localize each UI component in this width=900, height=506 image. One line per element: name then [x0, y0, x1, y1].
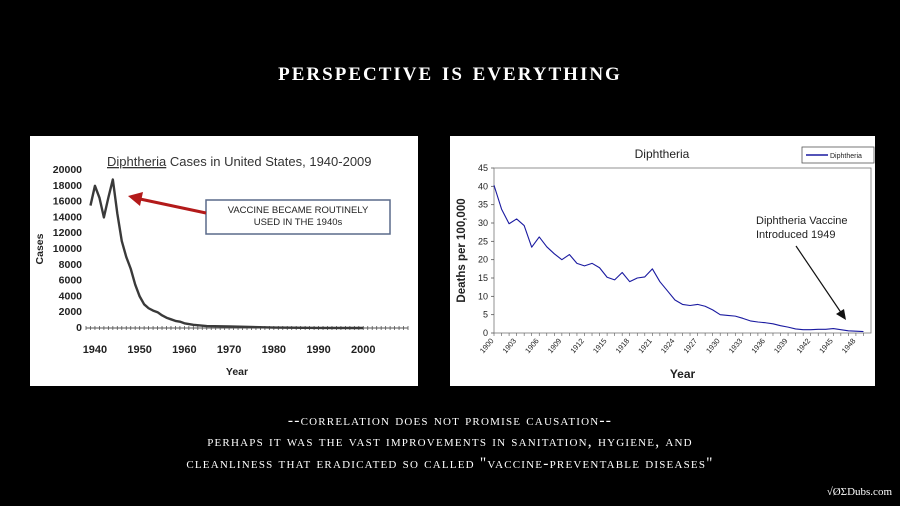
x-tick-label: 1960 — [172, 344, 196, 356]
x-tick-label: 1939 — [772, 337, 790, 356]
y-tick-label: 45 — [478, 163, 488, 173]
legend: Diphtheria — [801, 146, 875, 164]
caption-line-3: cleanliness that eradicated so called "v… — [186, 455, 714, 472]
y-tick-label: 18000 — [53, 180, 82, 192]
caption-line-1: --Correlation does not promise causation… — [287, 412, 613, 429]
x-tick-label: 1921 — [636, 337, 654, 356]
deaths-line — [493, 185, 864, 333]
annotation-line-1: VACCINE BECAME ROUTINELY — [228, 205, 369, 216]
slide-title: Perspective is Everything — [278, 56, 622, 86]
x-tick-label: 1936 — [749, 337, 767, 356]
annotation-line-2: Introduced 1949 — [756, 229, 836, 241]
x-axis-label: Year — [226, 366, 248, 378]
y-tick-label: 2000 — [59, 306, 83, 318]
annotation-line-1: Diphtheria Vaccine — [756, 215, 848, 227]
diphtheria-cases-chart: Diphtheria Cases in United States, 1940-… — [34, 154, 409, 378]
x-tick-label: 1909 — [546, 337, 564, 356]
x-axis-label: Year — [670, 367, 696, 381]
y-axis-label: Deaths per 100,000 — [456, 198, 468, 302]
y-tick-label: 10000 — [53, 243, 82, 255]
vaccine-annotation: Diphtheria Vaccine Introduced 1949 — [756, 215, 848, 320]
x-tick-label: 1930 — [704, 337, 722, 356]
y-tick-label: 14000 — [53, 211, 82, 223]
x-tick-label: 1945 — [817, 337, 835, 356]
y-tick-label: 0 — [76, 322, 82, 334]
y-tick-label: 25 — [478, 236, 488, 246]
y-tick-label: 30 — [478, 218, 488, 228]
cases-chart-panel: Diphtheria Cases in United States, 1940-… — [30, 136, 418, 386]
x-tick-label: 1933 — [727, 337, 745, 356]
y-tick-label: 40 — [478, 181, 488, 191]
watermark: √ØΣDubs.com — [826, 486, 892, 498]
x-tick-label: 1918 — [614, 337, 632, 356]
y-tick-label: 16000 — [53, 196, 82, 208]
y-tick-label: 8000 — [59, 259, 83, 271]
y-axis-label: Cases — [34, 233, 46, 264]
x-tick-label: 1912 — [568, 337, 586, 356]
x-tick-label: 1980 — [262, 344, 286, 356]
chart-title-highlight: Diphtheria — [107, 154, 167, 169]
deaths-chart-panel: Diphtheria Diphtheria 0 5 10 15 20 25 30 35 40 45… — [450, 136, 875, 386]
x-tick-label: 1927 — [681, 337, 699, 356]
x-tick-label: 1940 — [83, 344, 107, 356]
annotation-arrow — [128, 192, 207, 215]
annotation-box: VACCINE BECAME ROUTINELY USED IN THE 194… — [205, 199, 391, 235]
cases-line — [89, 178, 364, 330]
y-tick-label: 5 — [483, 310, 488, 320]
x-tick-label: 1990 — [306, 344, 330, 356]
caption-line-2: Perhaps it was the vast improvements in … — [207, 433, 693, 450]
chart-title: Diphtheria — [635, 147, 690, 161]
y-tick-label: 12000 — [53, 227, 82, 239]
y-tick-label: 20 — [478, 255, 488, 265]
x-tick-label: 1950 — [127, 344, 151, 356]
x-tick-label: 1906 — [523, 337, 541, 356]
diphtheria-deaths-chart: Diphtheria Diphtheria 0 5 10 15 20 25 30 35 40 45… — [456, 146, 875, 381]
x-tick-label: 1900 — [478, 337, 496, 356]
y-tick-label: 6000 — [59, 275, 83, 287]
x-tick-label: 1948 — [840, 337, 858, 356]
y-tick-label: 35 — [478, 200, 488, 210]
x-tick-label: 2000 — [351, 344, 375, 356]
x-tick-label: 1924 — [659, 337, 677, 356]
chart-title-rest: Cases in United States, 1940-2009 — [166, 154, 371, 169]
annotation-line-2: USED IN THE 1940s — [254, 217, 343, 228]
y-tick-label: 10 — [478, 291, 488, 301]
y-tick-label: 4000 — [59, 290, 83, 302]
y-tick-label: 15 — [478, 273, 488, 283]
x-tick-label: 1970 — [217, 344, 241, 356]
y-tick-label: 20000 — [53, 164, 82, 176]
svg-text:Diphtheria Cases in United Sta: Diphtheria Cases in United States, 1940-… — [107, 154, 372, 169]
x-tick-label: 1942 — [795, 337, 813, 356]
x-tick-label: 1915 — [591, 337, 609, 356]
y-tick-label: 0 — [483, 328, 488, 338]
x-tick-label: 1903 — [501, 337, 519, 356]
legend-label: Diphtheria — [830, 153, 862, 160]
